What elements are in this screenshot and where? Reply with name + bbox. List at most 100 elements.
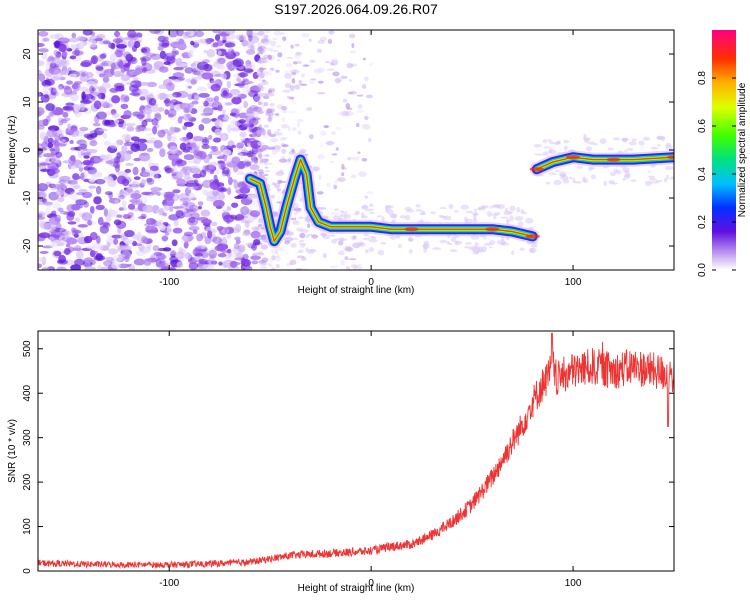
noise-speckle	[323, 125, 330, 129]
noise-speckle	[97, 92, 106, 100]
noise-speckle	[281, 105, 288, 111]
noise-speckle	[529, 247, 534, 253]
noise-speckle	[450, 236, 457, 243]
noise-speckle	[258, 235, 265, 238]
noise-speckle	[123, 96, 130, 102]
noise-speckle	[74, 109, 83, 118]
noise-speckle	[227, 48, 235, 55]
noise-speckle	[139, 126, 148, 132]
noise-speckle	[261, 144, 269, 150]
noise-speckle	[415, 203, 421, 208]
noise-speckle	[299, 232, 306, 239]
noise-speckle	[133, 40, 141, 49]
noise-speckle	[631, 138, 637, 142]
snr-xtick-label: 100	[565, 578, 582, 589]
noise-speckle	[256, 252, 265, 256]
noise-speckle	[339, 210, 344, 213]
noise-speckle	[73, 80, 83, 85]
noise-speckle	[166, 82, 175, 91]
noise-speckle	[162, 53, 175, 62]
noise-speckle	[289, 259, 297, 265]
noise-speckle	[139, 246, 152, 254]
noise-speckle	[152, 125, 158, 135]
noise-speckle	[66, 204, 76, 213]
noise-speckle	[100, 62, 109, 67]
noise-speckle	[49, 236, 55, 241]
noise-speckle	[626, 147, 634, 151]
noise-speckle	[89, 231, 98, 241]
noise-speckle	[142, 265, 149, 270]
noise-speckle	[250, 230, 261, 239]
noise-speckle	[448, 203, 454, 210]
noise-speckle	[171, 171, 183, 180]
noise-speckle	[438, 214, 445, 218]
noise-speckle	[357, 104, 363, 109]
noise-speckle	[217, 50, 222, 56]
noise-speckle	[137, 88, 149, 96]
noise-speckle	[70, 264, 82, 270]
noise-speckle	[244, 80, 253, 84]
noise-speckle	[95, 37, 104, 42]
noise-speckle	[67, 179, 78, 185]
noise-speckle	[86, 80, 96, 87]
noise-speckle	[172, 227, 183, 234]
noise-speckle	[222, 149, 232, 156]
noise-speckle	[57, 117, 62, 121]
noise-speckle	[292, 220, 300, 225]
noise-speckle	[356, 109, 364, 113]
noise-speckle	[38, 256, 47, 263]
noise-speckle	[256, 111, 265, 115]
noise-speckle	[118, 59, 124, 69]
noise-speckle	[247, 194, 258, 200]
noise-speckle	[63, 86, 73, 95]
noise-speckle	[648, 175, 656, 179]
noise-speckle	[474, 241, 479, 248]
noise-speckle	[339, 213, 343, 218]
noise-speckle	[665, 142, 671, 147]
noise-speckle	[280, 123, 289, 129]
noise-speckle	[270, 112, 274, 118]
noise-speckle	[332, 215, 340, 221]
noise-speckle	[122, 207, 127, 211]
noise-speckle	[102, 221, 110, 226]
colorbar: 0.0 0.2 0.4 0.6 0.8 Normalized spectral ampl…	[697, 30, 748, 277]
noise-speckle	[81, 212, 93, 222]
noise-speckle	[264, 169, 271, 173]
noise-speckle	[159, 66, 169, 73]
noise-speckle	[333, 184, 338, 190]
noise-speckle	[252, 106, 263, 113]
noise-speckle	[270, 266, 275, 270]
snr-panel: -100 0 100 0 100 200 300 400 500 Height of strai…	[7, 330, 675, 594]
noise-speckle	[193, 146, 200, 154]
noise-speckle	[93, 250, 99, 255]
snr-ytick-label: 100	[22, 518, 33, 535]
noise-speckle	[93, 157, 104, 163]
noise-speckle	[65, 243, 71, 248]
noise-speckle	[623, 170, 630, 173]
noise-speckle	[57, 207, 64, 213]
noise-speckle	[263, 30, 271, 34]
noise-speckle	[124, 168, 132, 173]
noise-speckle	[169, 126, 175, 135]
noise-speckle	[157, 45, 164, 51]
noise-speckle	[159, 50, 167, 60]
noise-speckle	[558, 171, 567, 177]
noise-speckle	[192, 173, 202, 179]
noise-speckle	[241, 39, 248, 47]
noise-speckle	[284, 236, 293, 242]
noise-speckle	[69, 155, 76, 162]
noise-speckle	[144, 127, 153, 132]
noise-speckle	[334, 78, 342, 84]
noise-speckle	[90, 31, 96, 37]
noise-speckle	[69, 128, 80, 137]
noise-speckle	[331, 239, 338, 244]
noise-speckle	[163, 99, 170, 104]
noise-speckle	[153, 251, 163, 257]
noise-speckle	[656, 144, 661, 147]
noise-speckle	[376, 215, 383, 218]
noise-speckle	[38, 73, 46, 82]
noise-speckle	[232, 58, 244, 68]
noise-speckle	[524, 217, 534, 224]
noise-speckle	[210, 83, 221, 92]
